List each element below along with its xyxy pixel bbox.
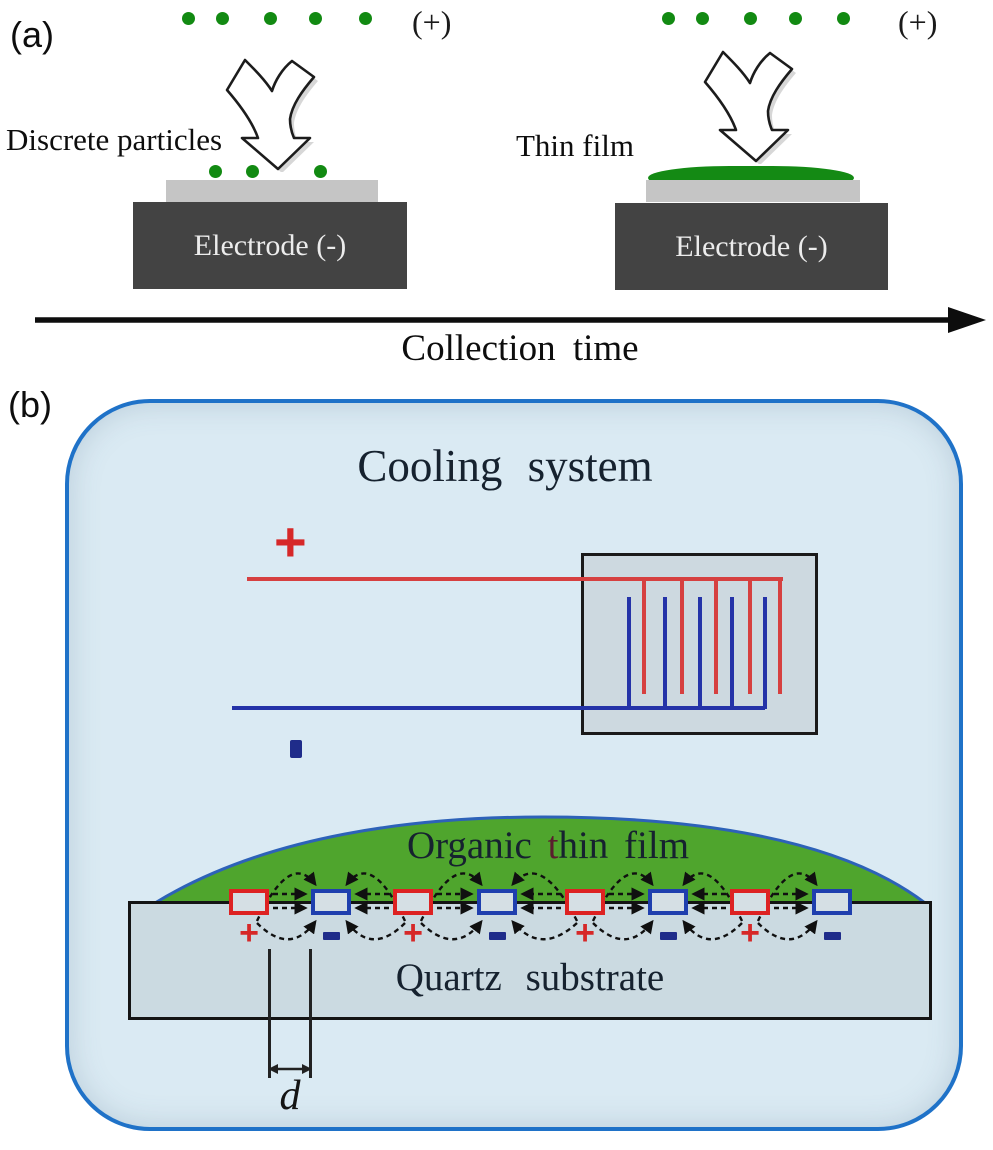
ide-red-finger [714,579,718,694]
collector-plate [166,180,378,202]
electrode-plus-sign: + [575,914,595,952]
negative-electrode-block: Electrode (-) [615,203,888,290]
collection-time-axis-arrow [35,307,986,333]
field-arc-lower [592,919,654,941]
electrode-minus-sign [323,932,340,940]
surface-electrode-negative [311,889,351,915]
field-arc-lower [511,919,578,941]
thin-film-caption: Thin film [516,128,634,163]
green-particle-dot [182,12,195,25]
field-arc-upper [255,871,317,922]
collection-time-label: Collection time [401,328,639,369]
gap-width-arrow [268,1064,312,1074]
charge-plus-label-left: (+) [412,4,452,40]
gap-marker-line [268,949,271,1078]
cooling-system-box [65,399,963,1131]
film-label-part: Organic [406,824,548,867]
surface-electrode-negative [648,889,688,915]
ide-red-finger [680,579,684,694]
discrete-particles-caption: Discrete particles [6,122,223,157]
surface-electrode-positive [565,889,605,915]
ide-red-finger [642,579,646,694]
green-particle-dot [216,12,229,25]
electrode-label: Electrode (-) [675,229,828,263]
electrode-plus-sign: + [740,914,760,952]
ide-red-finger [748,579,752,694]
gap-distance-label: d [279,1073,301,1119]
surface-electrode-positive [730,889,770,915]
positive-wire [247,577,783,581]
quartz-substrate [128,901,932,1020]
quartz-substrate-label: Quartz substrate [395,956,665,999]
positive-terminal-sign: + [274,510,307,573]
field-arc-upper [682,871,744,922]
deposited-particle-dot [246,165,259,178]
electrode-minus-sign [824,932,841,940]
cooling-system-title: Cooling system [357,441,653,491]
surface-electrode-positive [393,889,433,915]
green-particle-dot [662,12,675,25]
deposited-particle-dot [314,165,327,178]
deposition-arrow-icon [225,58,318,172]
organic-thin-film-label: Organic thin film [348,823,748,868]
ide-blue-finger [698,597,702,709]
electrode-label: Electrode (-) [193,228,347,262]
electrode-minus-sign [660,932,677,940]
green-particle-dot [264,12,277,25]
charge-plus-label-right: (+) [898,4,938,40]
surface-electrode-negative [477,889,517,915]
film-label-part: hin film [558,824,690,867]
negative-wire [232,706,765,710]
ide-blue-finger [763,597,767,709]
green-particle-dot [359,12,372,25]
field-arc-upper [419,871,483,922]
electrode-plus-sign: + [403,914,423,952]
electric-field-lines [255,871,818,941]
negative-terminal-sign [290,740,302,758]
ide-blue-finger [730,597,734,709]
panel-b-label: (b) [8,384,52,425]
field-arc-upper [511,871,579,922]
green-particle-dot [696,12,709,25]
green-particle-dot [309,12,322,25]
field-arc-lower [420,919,483,941]
field-arc-upper [756,871,818,922]
field-arc-upper [345,871,407,922]
green-particle-dot [744,12,757,25]
ide-blue-finger [627,597,631,709]
panel-a-label: (a) [10,14,54,55]
ide-blue-finger [663,597,667,709]
electrode-plus-sign: + [239,914,259,952]
electrode-minus-sign [489,932,506,940]
gap-marker-line [309,949,312,1078]
film-label-part: t [547,824,559,867]
surface-electrode-positive [229,889,269,915]
negative-electrode-block: Electrode (-) [133,202,407,289]
green-particle-dot [837,12,850,25]
field-arc-upper [591,871,654,922]
deposition-arrow-icon [703,50,796,164]
deposited-particle-dot [209,165,222,178]
ide-red-finger [778,579,782,694]
thin-film-layer [648,166,854,181]
collector-plate [646,180,860,202]
green-particle-dot [789,12,802,25]
surface-electrode-negative [812,889,852,915]
